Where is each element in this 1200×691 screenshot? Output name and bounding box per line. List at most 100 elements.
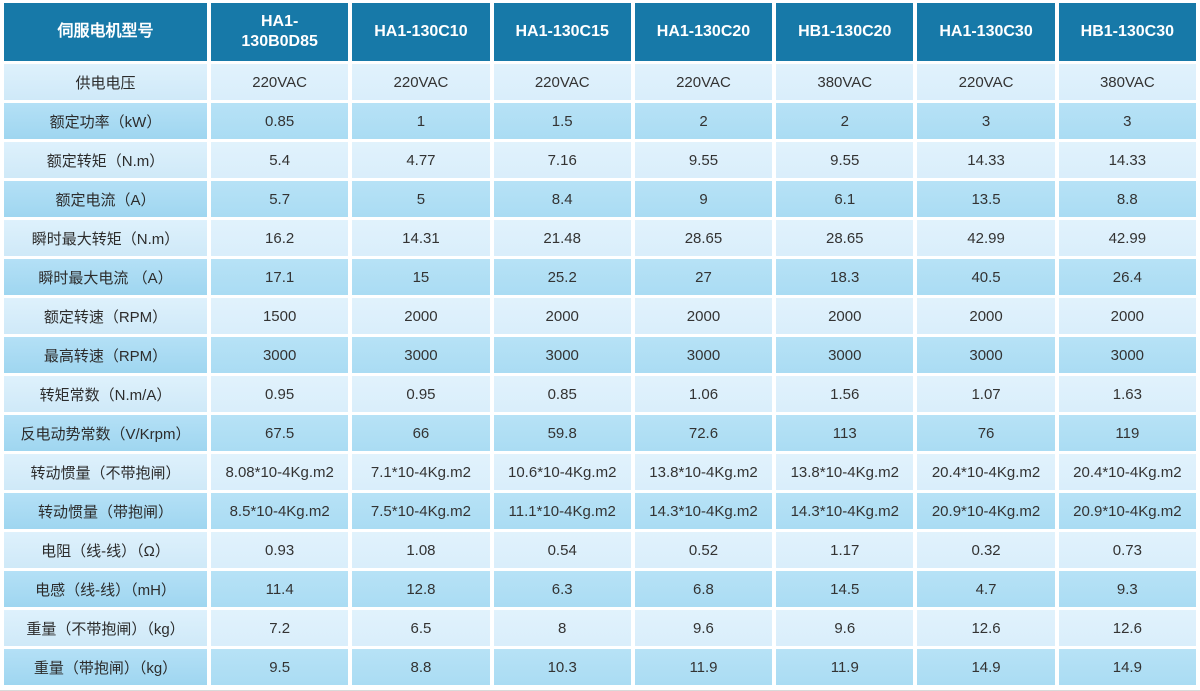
spec-row: 瞬时最大转矩（N.m） 16.2 14.31 21.48 28.65 28.65 42.99… bbox=[4, 220, 1196, 256]
spec-row: 重量（不带抱闸）（kg） 7.2 6.5 8 9.6 9.6 12.6 12.6 bbox=[4, 610, 1196, 646]
row-label: 瞬时最大电流 （A） bbox=[4, 259, 207, 295]
value-cell: 42.99 bbox=[1058, 220, 1196, 256]
value-cell: 220VAC bbox=[634, 64, 773, 100]
value-cell: 4.77 bbox=[352, 142, 490, 178]
spec-row: 额定电流（A） 5.7 5 8.4 9 6.1 13.5 8.8 bbox=[4, 181, 1196, 217]
spec-row: 额定转矩（N.m） 5.4 4.77 7.16 9.55 9.55 14.33 14.33 bbox=[4, 142, 1196, 178]
spec-row: 瞬时最大电流 （A） 17.1 15 25.2 27 18.3 40.5 26.4 bbox=[4, 259, 1196, 295]
value-cell: 9.55 bbox=[634, 142, 773, 178]
row-label: 转动惯量（带抱闸） bbox=[4, 493, 207, 529]
value-cell: 21.48 bbox=[493, 220, 631, 256]
value-cell: 1.17 bbox=[776, 532, 914, 568]
spec-row: 最高转速（RPM） 3000 3000 3000 3000 3000 3000 3000 bbox=[4, 337, 1196, 373]
model-header-cell: HB1-130C30 bbox=[1058, 3, 1196, 61]
value-cell: 17.1 bbox=[211, 259, 349, 295]
value-cell: 0.85 bbox=[493, 376, 631, 412]
value-cell: 7.16 bbox=[493, 142, 631, 178]
value-cell: 9.3 bbox=[1058, 571, 1196, 607]
value-cell: 9 bbox=[634, 181, 773, 217]
value-cell: 3000 bbox=[1058, 337, 1196, 373]
value-cell: 9.5 bbox=[211, 649, 349, 685]
value-cell: 2000 bbox=[1058, 298, 1196, 334]
value-cell: 113 bbox=[776, 415, 914, 451]
value-cell: 8.8 bbox=[1058, 181, 1196, 217]
value-cell: 14.5 bbox=[776, 571, 914, 607]
value-cell: 2000 bbox=[776, 298, 914, 334]
value-cell: 3000 bbox=[634, 337, 773, 373]
value-cell: 2 bbox=[634, 103, 773, 139]
model-header-cell: HA1-130C30 bbox=[917, 3, 1055, 61]
value-cell: 0.95 bbox=[211, 376, 349, 412]
row-label: 重量（不带抱闸）（kg） bbox=[4, 610, 207, 646]
value-cell: 11.1*10-4Kg.m2 bbox=[493, 493, 631, 529]
value-cell: 380VAC bbox=[1058, 64, 1196, 100]
row-label: 转矩常数（N.m/A） bbox=[4, 376, 207, 412]
value-cell: 3000 bbox=[917, 337, 1055, 373]
value-cell: 10.6*10-4Kg.m2 bbox=[493, 454, 631, 490]
value-cell: 119 bbox=[1058, 415, 1196, 451]
value-cell: 3 bbox=[1058, 103, 1196, 139]
value-cell: 14.31 bbox=[352, 220, 490, 256]
value-cell: 11.9 bbox=[776, 649, 914, 685]
value-cell: 2000 bbox=[917, 298, 1055, 334]
value-cell: 0.52 bbox=[634, 532, 773, 568]
value-cell: 6.1 bbox=[776, 181, 914, 217]
value-cell: 15 bbox=[352, 259, 490, 295]
value-cell: 13.5 bbox=[917, 181, 1055, 217]
table-title-cell: 伺服电机型号 bbox=[4, 3, 207, 61]
value-cell: 8.08*10-4Kg.m2 bbox=[211, 454, 349, 490]
value-cell: 67.5 bbox=[211, 415, 349, 451]
row-label: 重量（带抱闸）（kg） bbox=[4, 649, 207, 685]
spec-row: 反电动势常数（V/Krpm） 67.5 66 59.8 72.6 113 76 119 bbox=[4, 415, 1196, 451]
row-label: 最高转速（RPM） bbox=[4, 337, 207, 373]
value-cell: 76 bbox=[917, 415, 1055, 451]
row-label: 电感（线-线）（mH） bbox=[4, 571, 207, 607]
value-cell: 9.6 bbox=[634, 610, 773, 646]
value-cell: 3 bbox=[917, 103, 1055, 139]
value-cell: 11.9 bbox=[634, 649, 773, 685]
value-cell: 6.3 bbox=[493, 571, 631, 607]
row-label: 额定功率（kW） bbox=[4, 103, 207, 139]
value-cell: 14.3*10-4Kg.m2 bbox=[634, 493, 773, 529]
value-cell: 1 bbox=[352, 103, 490, 139]
value-cell: 1.5 bbox=[493, 103, 631, 139]
value-cell: 1.08 bbox=[352, 532, 490, 568]
value-cell: 0.93 bbox=[211, 532, 349, 568]
value-cell: 3000 bbox=[776, 337, 914, 373]
value-cell: 13.8*10-4Kg.m2 bbox=[634, 454, 773, 490]
value-cell: 12.8 bbox=[352, 571, 490, 607]
value-cell: 6.8 bbox=[634, 571, 773, 607]
spec-row: 转动惯量（不带抱闸） 8.08*10-4Kg.m2 7.1*10-4Kg.m2 10.… bbox=[4, 454, 1196, 490]
row-label: 额定转速（RPM） bbox=[4, 298, 207, 334]
value-cell: 220VAC bbox=[352, 64, 490, 100]
value-cell: 20.4*10-4Kg.m2 bbox=[1058, 454, 1196, 490]
row-label: 转动惯量（不带抱闸） bbox=[4, 454, 207, 490]
value-cell: 1.56 bbox=[776, 376, 914, 412]
value-cell: 1.07 bbox=[917, 376, 1055, 412]
value-cell: 10.3 bbox=[493, 649, 631, 685]
value-cell: 2000 bbox=[352, 298, 490, 334]
value-cell: 14.33 bbox=[917, 142, 1055, 178]
value-cell: 14.33 bbox=[1058, 142, 1196, 178]
value-cell: 7.1*10-4Kg.m2 bbox=[352, 454, 490, 490]
value-cell: 3000 bbox=[352, 337, 490, 373]
value-cell: 8 bbox=[493, 610, 631, 646]
value-cell: 59.8 bbox=[493, 415, 631, 451]
value-cell: 0.73 bbox=[1058, 532, 1196, 568]
value-cell: 8.8 bbox=[352, 649, 490, 685]
spec-row: 供电电压 220VAC 220VAC 220VAC 220VAC 380VAC 220VAC… bbox=[4, 64, 1196, 100]
value-cell: 5 bbox=[352, 181, 490, 217]
spec-table-body: 供电电压 220VAC 220VAC 220VAC 220VAC 380VAC 220VAC… bbox=[4, 64, 1196, 685]
value-cell: 40.5 bbox=[917, 259, 1055, 295]
value-cell: 3000 bbox=[211, 337, 349, 373]
value-cell: 4.7 bbox=[917, 571, 1055, 607]
spec-row: 电阻（线-线）（Ω） 0.93 1.08 0.54 0.52 1.17 0.32 0.73 bbox=[4, 532, 1196, 568]
model-header-cell: HB1-130C20 bbox=[776, 3, 914, 61]
model-header-cell: HA1-130C10 bbox=[352, 3, 490, 61]
value-cell: 25.2 bbox=[493, 259, 631, 295]
value-cell: 1.63 bbox=[1058, 376, 1196, 412]
value-cell: 220VAC bbox=[493, 64, 631, 100]
value-cell: 7.2 bbox=[211, 610, 349, 646]
value-cell: 1.06 bbox=[634, 376, 773, 412]
value-cell: 12.6 bbox=[1058, 610, 1196, 646]
